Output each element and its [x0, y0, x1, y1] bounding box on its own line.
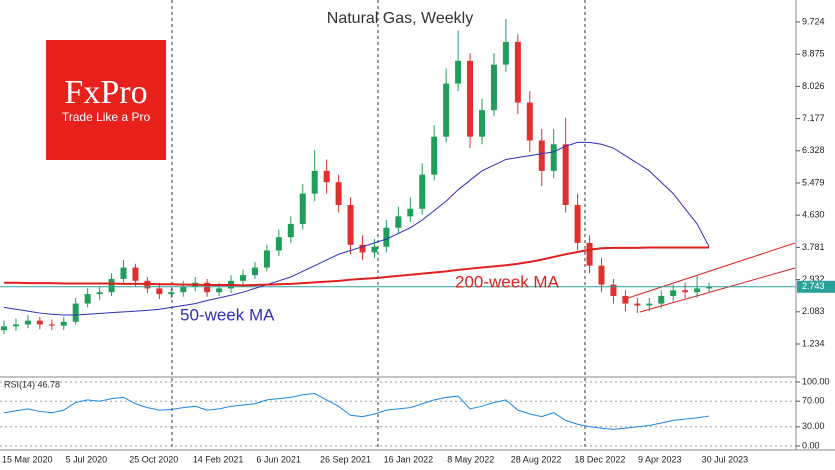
candle-body — [204, 282, 211, 293]
y-tick-label: 70.00 — [802, 396, 825, 406]
candle-body — [395, 216, 402, 228]
candle-body — [514, 41, 521, 103]
candle-body — [180, 286, 187, 293]
y-tick-label: 3.781 — [802, 242, 825, 252]
chart-title: Natural Gas, Weekly — [327, 10, 473, 27]
candle-body — [490, 64, 497, 111]
logo-tagline: Trade Like a Pro — [62, 110, 151, 124]
x-tick-label: 6 Jun 2021 — [256, 454, 301, 464]
logo-brand: FxPro — [64, 74, 147, 111]
x-tick-label: 28 Aug 2022 — [511, 454, 562, 464]
candle-body — [562, 144, 569, 205]
candle-body — [84, 294, 91, 304]
y-tick-label: 9.724 — [802, 16, 825, 26]
candle-body — [287, 223, 294, 238]
candle-body — [240, 275, 246, 281]
y-tick-label: 0.00 — [802, 440, 820, 450]
y-tick-label: 1.234 — [802, 338, 825, 348]
y-tick-label: 7.177 — [802, 113, 825, 123]
x-tick-label: 5 Jul 2020 — [66, 454, 108, 464]
candle-body — [36, 320, 43, 325]
candle-body — [407, 208, 414, 217]
candle-body — [443, 83, 450, 137]
candle-body — [646, 303, 653, 306]
candle-body — [323, 170, 330, 183]
candle-body — [12, 324, 19, 327]
candle-body — [538, 140, 545, 171]
y-tick-label: 8.026 — [802, 81, 825, 91]
candle-body — [24, 320, 31, 325]
y-tick-label: 2.083 — [802, 306, 825, 316]
candle-body — [251, 267, 258, 276]
candle-body — [526, 102, 533, 141]
candle-body — [502, 41, 509, 65]
y-tick-label: 4.630 — [802, 210, 825, 220]
y-tick-label: 100.00 — [802, 376, 830, 386]
series-line — [3, 141, 710, 316]
candle-body — [658, 295, 665, 304]
x-tick-label: 26 Sep 2021 — [320, 454, 371, 464]
x-tick-label: 9 Apr 2023 — [638, 454, 682, 464]
candle-body — [419, 174, 426, 209]
candle-body — [610, 284, 617, 296]
candle-body — [359, 244, 366, 253]
candle-body — [96, 292, 103, 295]
candle-body — [263, 250, 270, 268]
candle-body — [682, 290, 689, 293]
last-price-box — [797, 280, 835, 293]
y-tick-label: 6.328 — [802, 145, 825, 155]
x-tick-label: 30 Jul 2023 — [702, 454, 749, 464]
candle-body — [670, 290, 677, 296]
x-tick-label: 8 May 2022 — [447, 454, 494, 464]
x-tick-label: 16 Jan 2022 — [384, 454, 434, 464]
candle-body — [586, 242, 593, 266]
channel-line — [627, 242, 796, 299]
y-tick-label: 8.875 — [802, 49, 825, 59]
candle-body — [574, 204, 581, 243]
candle-body — [347, 204, 354, 245]
candle-body — [383, 227, 390, 247]
candle-body — [132, 267, 139, 281]
x-tick-label: 15 Mar 2020 — [2, 454, 53, 464]
candle-body — [706, 286, 713, 289]
candle-body — [371, 246, 378, 253]
candle-body — [550, 144, 557, 171]
candle-body — [598, 265, 605, 285]
candle-body — [168, 292, 175, 295]
candle-body — [1, 326, 7, 331]
candle-body — [156, 288, 163, 295]
x-tick-label: 14 Feb 2021 — [193, 454, 244, 464]
candle-body — [60, 321, 67, 326]
series-line — [4, 246, 710, 287]
candle-body — [335, 182, 342, 205]
candle-body — [455, 60, 462, 84]
series-line — [3, 393, 710, 430]
y-tick-label: 30.00 — [802, 421, 825, 431]
channel-line — [639, 267, 796, 313]
candle-body — [120, 267, 127, 279]
series-label: 50-week MA — [180, 305, 275, 324]
candle-body — [72, 303, 79, 322]
candle-body — [216, 288, 223, 293]
candle-body — [694, 288, 701, 293]
candle-body — [467, 60, 474, 137]
logo-box — [46, 40, 166, 160]
panel-title: RSI(14) 46.78 — [4, 379, 60, 389]
candle-body — [431, 136, 438, 175]
candle-body — [299, 193, 306, 224]
candle-body — [48, 324, 55, 326]
series-label: 200-week MA — [455, 272, 560, 291]
y-tick-label: 5.479 — [802, 177, 825, 187]
candle-body — [311, 170, 318, 194]
y-tick-label: 2.932 — [802, 274, 825, 284]
candle-body — [108, 278, 115, 293]
x-tick-label: 25 Oct 2020 — [129, 454, 178, 464]
x-tick-label: 18 Dec 2022 — [574, 454, 625, 464]
candle-body — [634, 303, 641, 306]
candle-body — [479, 110, 485, 137]
candle-body — [275, 237, 282, 251]
last-price-label: 2.743 — [802, 281, 825, 291]
candle-body — [622, 295, 629, 304]
